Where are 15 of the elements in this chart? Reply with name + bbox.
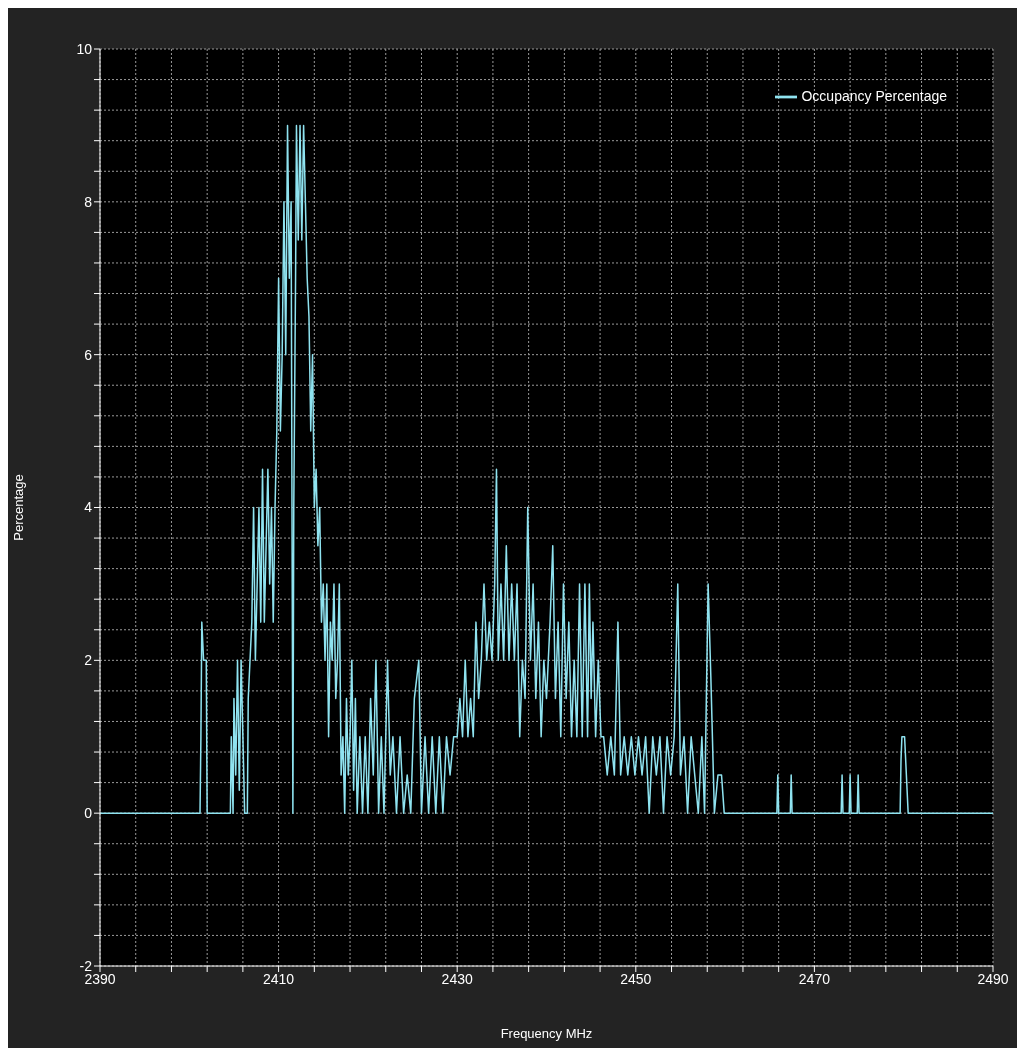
y-tick-label: 10 [76, 40, 93, 57]
y-tick-label: 2 [84, 652, 93, 669]
x-tick-label: 2470 [798, 970, 831, 987]
x-tick-label: 2450 [620, 970, 652, 987]
x-tick-label: 2430 [441, 970, 473, 987]
x-tick-label: 2410 [263, 970, 295, 987]
x-axis-title: Frequency MHz [500, 1026, 593, 1041]
x-tick-label: 2490 [977, 970, 1009, 987]
y-tick-label: 4 [84, 499, 93, 516]
legend-label: Occupancy Percentage [801, 87, 947, 104]
line-series [100, 124, 993, 814]
y-axis-title: Percentage [10, 474, 26, 541]
y-tick-label: 0 [84, 805, 93, 822]
y-tick-label: 8 [84, 193, 93, 210]
y-tick-label: 6 [84, 346, 93, 363]
